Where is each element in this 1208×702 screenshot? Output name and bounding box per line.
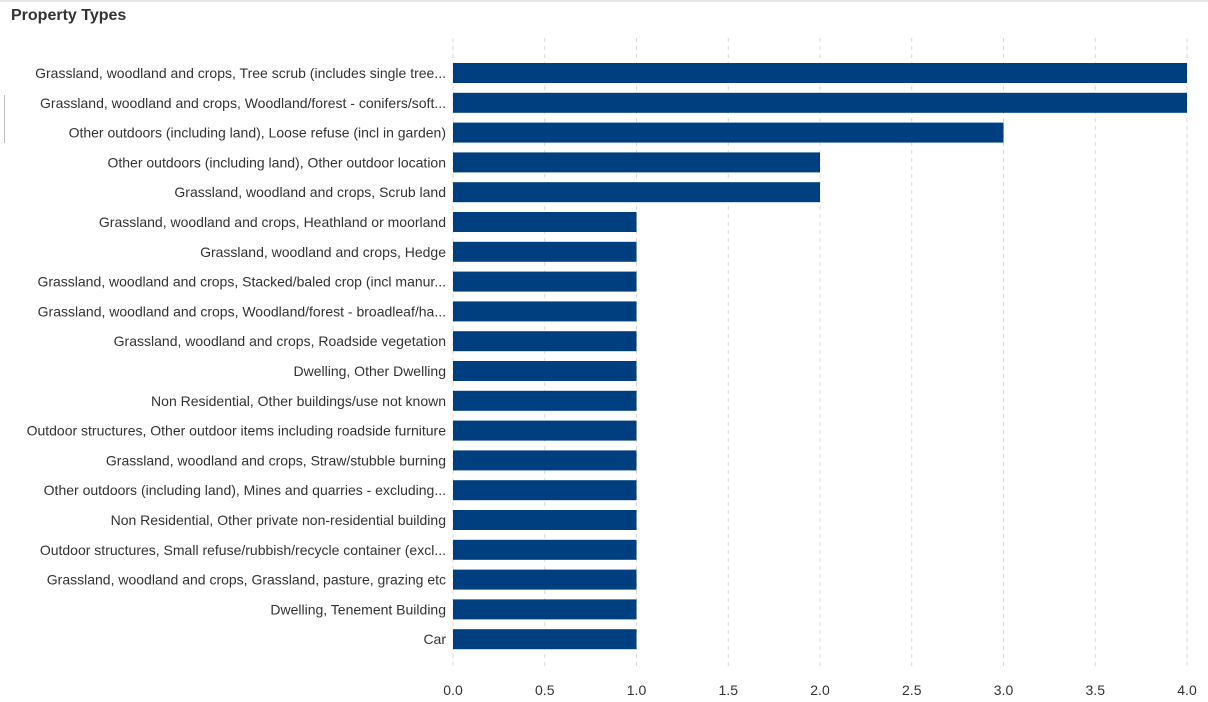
x-tick-label: 1.5 — [719, 682, 739, 698]
category-label: Grassland, woodland and crops, Woodland/… — [38, 303, 446, 319]
bar[interactable] — [453, 480, 637, 501]
bar[interactable] — [453, 212, 637, 232]
category-label: Other outdoors (including land), Mines a… — [44, 482, 446, 498]
bar[interactable] — [453, 152, 820, 173]
category-label: Non Residential, Other buildings/use not… — [151, 393, 446, 409]
x-tick-label: 2.0 — [810, 682, 830, 698]
category-label: Outdoor structures, Other outdoor items … — [27, 423, 447, 439]
category-label: Other outdoors (including land), Other o… — [107, 154, 446, 170]
category-label: Grassland, woodland and crops, Tree scru… — [35, 65, 446, 81]
x-tick-label: 4.0 — [1177, 682, 1197, 698]
category-label: Grassland, woodland and crops, Woodland/… — [40, 95, 446, 111]
category-label: Dwelling, Tenement Building — [270, 601, 446, 617]
category-labels: Grassland, woodland and crops, Tree scru… — [27, 65, 447, 647]
bar[interactable] — [453, 331, 637, 352]
bar[interactable] — [453, 301, 637, 322]
top-border — [0, 0, 1208, 2]
category-label: Grassland, woodland and crops, Straw/stu… — [106, 452, 446, 468]
x-tick-label: 3.5 — [1086, 682, 1106, 698]
bar[interactable] — [453, 450, 637, 471]
gridlines — [452, 38, 1188, 670]
x-tick-label: 3.0 — [994, 682, 1014, 698]
x-tick-label: 0.5 — [535, 682, 555, 698]
bar[interactable] — [453, 539, 637, 560]
x-tick-label: 0.0 — [443, 682, 463, 698]
category-label: Grassland, woodland and crops, Roadside … — [114, 333, 446, 349]
category-label: Grassland, woodland and crops, Grassland… — [47, 572, 446, 588]
bar[interactable] — [453, 629, 637, 650]
bar[interactable] — [453, 122, 1004, 143]
chart-title: Property Types — [11, 7, 127, 24]
category-label: Grassland, woodland and crops, Heathland… — [99, 214, 446, 230]
category-label: Dwelling, Other Dwelling — [293, 363, 446, 379]
bar[interactable] — [453, 241, 637, 262]
left-edge-marker — [4, 95, 5, 143]
x-tick-label: 1.0 — [627, 682, 647, 698]
bar[interactable] — [453, 420, 637, 441]
category-label: Grassland, woodland and crops, Scrub lan… — [174, 184, 446, 200]
bar[interactable] — [453, 569, 637, 590]
bar[interactable] — [453, 92, 1187, 113]
category-label: Grassland, woodland and crops, Hedge — [200, 244, 446, 260]
bar[interactable] — [453, 510, 637, 530]
x-tick-labels: 0.0 0.5 1.0 1.5 2.0 2.5 3.0 3.5 4.0 — [443, 682, 1197, 698]
category-label: Car — [423, 631, 446, 647]
bar[interactable] — [453, 271, 637, 292]
bar[interactable] — [453, 361, 637, 381]
category-label: Grassland, woodland and crops, Stacked/b… — [37, 274, 446, 290]
bar[interactable] — [453, 390, 637, 411]
category-label: Outdoor structures, Small refuse/rubbish… — [40, 542, 446, 558]
bars — [453, 63, 1187, 650]
x-tick-label: 2.5 — [902, 682, 922, 698]
bar[interactable] — [453, 599, 637, 620]
category-label: Other outdoors (including land), Loose r… — [69, 125, 446, 141]
bar[interactable] — [453, 63, 1187, 83]
category-label: Non Residential, Other private non-resid… — [111, 512, 446, 528]
bar[interactable] — [453, 182, 820, 203]
